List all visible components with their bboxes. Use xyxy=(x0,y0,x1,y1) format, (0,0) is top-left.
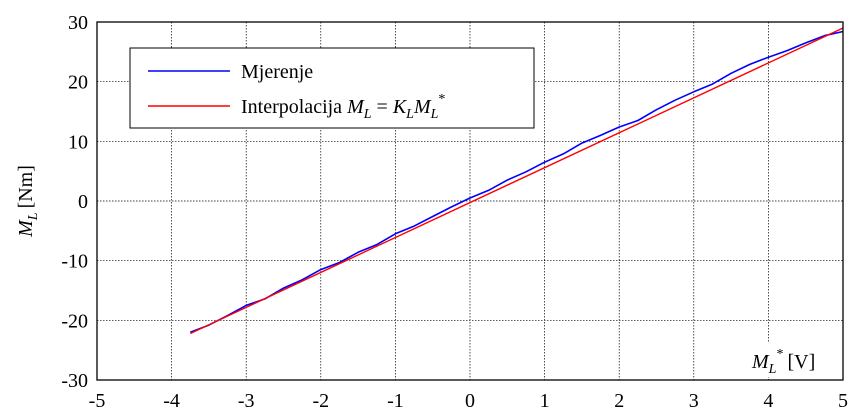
x-tick-label: -4 xyxy=(163,390,180,412)
series-layer xyxy=(190,27,844,335)
x-tick-label: -1 xyxy=(387,390,404,412)
x-axis-label: ML* [V] xyxy=(751,347,815,377)
series-measurement-line xyxy=(190,30,844,334)
legend-box xyxy=(129,47,535,129)
x-tick-label: -5 xyxy=(89,390,106,412)
x-tick-label: 0 xyxy=(465,390,475,412)
x-tick-label: 1 xyxy=(540,390,550,412)
y-tick-label: 0 xyxy=(78,191,88,213)
x-tick-label: 2 xyxy=(614,390,624,412)
y-tick-label: -10 xyxy=(61,251,88,273)
x-axis-label-box: ML* [V] xyxy=(746,343,841,377)
series-interpolation-line xyxy=(190,27,844,335)
x-tick-label: 4 xyxy=(763,390,773,412)
x-tick-label: 5 xyxy=(838,390,848,412)
legend-label-measurement: Mjerenje xyxy=(241,61,313,83)
x-tick-label: 3 xyxy=(689,390,699,412)
y-axis-label: ML[Nm] xyxy=(15,165,41,238)
y-tick-label: 10 xyxy=(68,131,88,153)
legend-label-interpolation: Interpolacija ML = KLML* xyxy=(241,92,445,122)
x-tick-label: -2 xyxy=(312,390,329,412)
y-tick-label: 20 xyxy=(68,72,88,94)
y-tick-label: -20 xyxy=(61,310,88,332)
y-tick-label: -30 xyxy=(61,370,88,392)
y-tick-label: 30 xyxy=(68,12,88,34)
legend: Mjerenje Interpolacija ML = KLML* xyxy=(129,47,535,129)
plot-frame xyxy=(96,21,844,381)
x-tick-label: -3 xyxy=(238,390,255,412)
